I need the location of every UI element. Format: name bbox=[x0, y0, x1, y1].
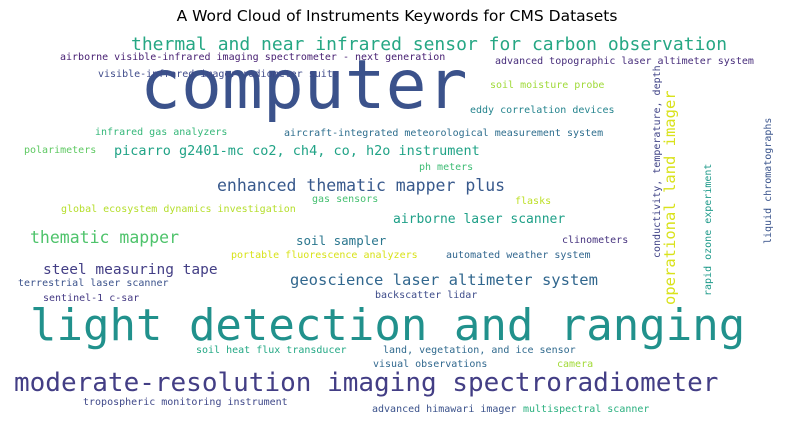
chart-title: A Word Cloud of Instruments Keywords for… bbox=[176, 7, 618, 25]
word-rapid-ozone-experiment: rapid ozone experiment bbox=[703, 164, 714, 296]
word-operational-land-imager: operational land imager bbox=[661, 90, 679, 305]
word-global-ecosystem-dynamics-investigation: global ecosystem dynamics investigation bbox=[61, 204, 296, 215]
word-clinometers: clinometers bbox=[562, 235, 628, 246]
word-liquid-chromatographs: liquid chromatographs bbox=[763, 118, 774, 244]
word-airborne-visible-infrared-imaging-spectrometer-next-generation: airborne visible-infrared imaging spectr… bbox=[60, 52, 445, 63]
word-polarimeters: polarimeters bbox=[24, 145, 96, 156]
word-sentinel-1-c-sar: sentinel-1 c-sar bbox=[43, 293, 139, 304]
word-multispectral-scanner: multispectral scanner bbox=[523, 404, 649, 415]
word-thematic-mapper: thematic mapper bbox=[30, 228, 179, 247]
word-light-detection-and-ranging: light detection and ranging bbox=[30, 300, 745, 351]
word-moderate-resolution-imaging-spectroradiometer: moderate-resolution imaging spectroradio… bbox=[14, 368, 718, 398]
word-advanced-himawari-imager: advanced himawari imager bbox=[372, 404, 517, 415]
word-tropospheric-monitoring-instrument: tropospheric monitoring instrument bbox=[83, 397, 288, 408]
word-soil-moisture-probe: soil moisture probe bbox=[490, 80, 604, 91]
word-visual-observations: visual observations bbox=[373, 359, 487, 370]
word-thermal-and-near-infrared-sensor-for-carbon-observation: thermal and near infrared sensor for car… bbox=[131, 34, 727, 55]
word-steel-measuring-tape: steel measuring tape bbox=[43, 262, 218, 278]
word-aircraft-integrated-meteorological-measurement-system: aircraft-integrated meteorological measu… bbox=[284, 128, 603, 139]
word-computer: computer bbox=[140, 46, 468, 125]
word-conductivity-temperature-depth: conductivity, temperature, depth bbox=[652, 65, 663, 258]
word-soil-sampler: soil sampler bbox=[296, 233, 387, 248]
word-geoscience-laser-altimeter-system: geoscience laser altimeter system bbox=[290, 271, 598, 289]
word-enhanced-thematic-mapper-plus: enhanced thematic mapper plus bbox=[217, 176, 505, 195]
word-backscatter-lidar: backscatter lidar bbox=[375, 290, 477, 301]
word-camera: camera bbox=[557, 359, 593, 370]
word-visible-infrared-imager-radiometer-suite: visible-infrared imager-radiometer suite bbox=[98, 69, 339, 80]
word-automated-weather-system: automated weather system bbox=[446, 250, 591, 261]
word-gas-sensors: gas sensors bbox=[312, 194, 378, 205]
word-eddy-correlation-devices: eddy correlation devices bbox=[470, 105, 615, 116]
word-picarro-g2401-mc-co2-ch4-co-h2o-instrument: picarro g2401-mc co2, ch4, co, h2o instr… bbox=[114, 143, 480, 159]
word-advanced-topographic-laser-altimeter-system: advanced topographic laser altimeter sys… bbox=[495, 56, 754, 67]
word-land-vegetation-and-ice-sensor: land, vegetation, and ice sensor bbox=[383, 345, 576, 356]
word-terrestrial-laser-scanner: terrestrial laser scanner bbox=[18, 278, 169, 289]
word-flasks: flasks bbox=[515, 196, 551, 207]
word-soil-heat-flux-transducer: soil heat flux transducer bbox=[196, 345, 347, 356]
word-cloud: computer light detection and ranging moder… bbox=[14, 34, 774, 415]
word-ph-meters: ph meters bbox=[419, 162, 473, 173]
word-airborne-laser-scanner: airborne laser scanner bbox=[393, 212, 565, 227]
word-portable-fluorescence-analyzers: portable fluorescence analyzers bbox=[231, 250, 418, 261]
word-infrared-gas-analyzers: infrared gas analyzers bbox=[95, 127, 227, 138]
